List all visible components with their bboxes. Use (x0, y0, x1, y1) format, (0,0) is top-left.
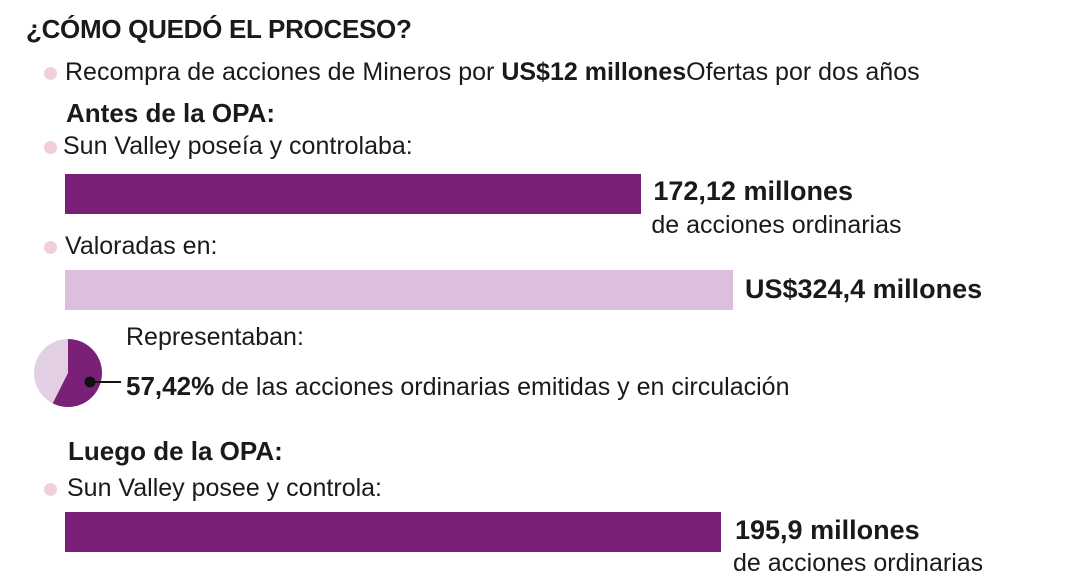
pie-marker-dot (84, 376, 96, 388)
bullet-icon (44, 482, 57, 496)
bar-after-shares (65, 512, 721, 552)
bar-before-shares (65, 174, 642, 214)
represent-label: Representaban: (126, 323, 304, 351)
bullet-icon (44, 140, 57, 154)
page-title: ¿CÓMO QUEDÓ EL PROCESO? (26, 14, 412, 44)
after-owned-row: Sun Valley posee y controla: (44, 474, 382, 503)
before-shares-value: 172,12 millones (653, 176, 853, 206)
before-value-amount: US$324,4 millones (745, 274, 983, 304)
pct-value: 57,42% (126, 371, 215, 401)
pie-connector-line (95, 381, 121, 383)
bullet-icon (44, 66, 57, 80)
pct-row: 57,42% de las acciones ordinarias emitid… (126, 371, 789, 402)
ownership-pie (34, 339, 102, 407)
bullet-icon (44, 240, 57, 254)
subtitle-amount: US$12 millones (501, 58, 687, 86)
before-shares-unit: de acciones ordinarias (651, 211, 902, 239)
after-shares-value: 195,9 millones (735, 515, 920, 545)
after-owned-label: Sun Valley posee y controla: (67, 474, 383, 502)
after-heading: Luego de la OPA: (68, 436, 283, 466)
pie-slice-owned (52, 339, 102, 407)
before-heading: Antes de la OPA: (66, 98, 276, 128)
subtitle-suffix: Ofertas por dos años (686, 58, 920, 86)
before-owned-row: Sun Valley poseía y controlaba: (44, 132, 413, 161)
subtitle-prefix: Recompra de acciones de Mineros por (65, 58, 502, 86)
before-owned-label: Sun Valley poseía y controlaba: (63, 132, 413, 160)
valued-row: Valoradas en: (44, 232, 217, 261)
valued-label: Valoradas en: (65, 232, 218, 260)
bar-before-value (65, 270, 733, 310)
after-shares-unit: de acciones ordinarias (733, 549, 984, 577)
pct-text: de las acciones ordinarias emitidas y en… (214, 373, 790, 401)
subtitle-row: Recompra de acciones de Mineros por US$1… (44, 58, 920, 87)
